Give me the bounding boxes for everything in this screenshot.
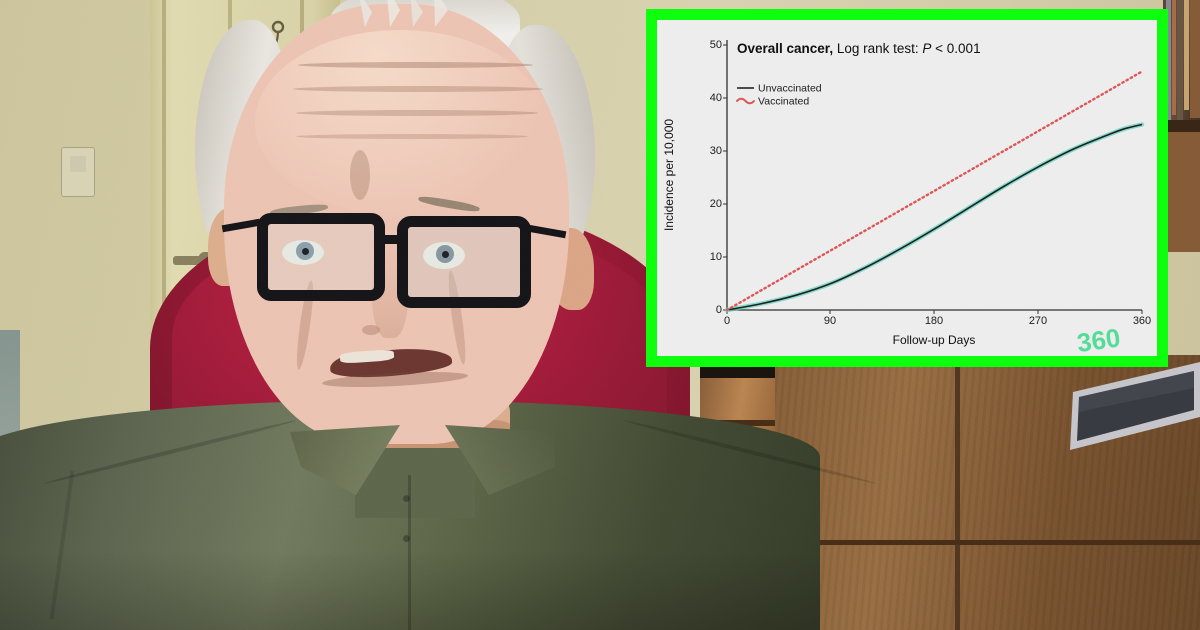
svg-text:10: 10 bbox=[710, 251, 722, 263]
svg-text:0: 0 bbox=[724, 315, 730, 327]
svg-text:180: 180 bbox=[925, 315, 943, 327]
svg-text:40: 40 bbox=[710, 92, 722, 104]
svg-text:90: 90 bbox=[824, 315, 836, 327]
svg-text:50: 50 bbox=[710, 39, 722, 51]
svg-text:360: 360 bbox=[1075, 322, 1122, 356]
svg-text:360: 360 bbox=[1133, 315, 1151, 327]
svg-text:Follow-up Days: Follow-up Days bbox=[893, 333, 976, 347]
svg-text:Vaccinated: Vaccinated bbox=[758, 96, 809, 108]
svg-text:Unvaccinated: Unvaccinated bbox=[758, 83, 822, 95]
svg-text:Incidence per 10,000: Incidence per 10,000 bbox=[662, 119, 676, 231]
svg-text:20: 20 bbox=[710, 198, 722, 210]
svg-text:270: 270 bbox=[1029, 315, 1047, 327]
svg-text:Overall cancer, Log rank test:: Overall cancer, Log rank test: P < 0.001 bbox=[737, 41, 981, 56]
svg-text:0: 0 bbox=[716, 304, 722, 316]
svg-text:30: 30 bbox=[710, 145, 722, 157]
